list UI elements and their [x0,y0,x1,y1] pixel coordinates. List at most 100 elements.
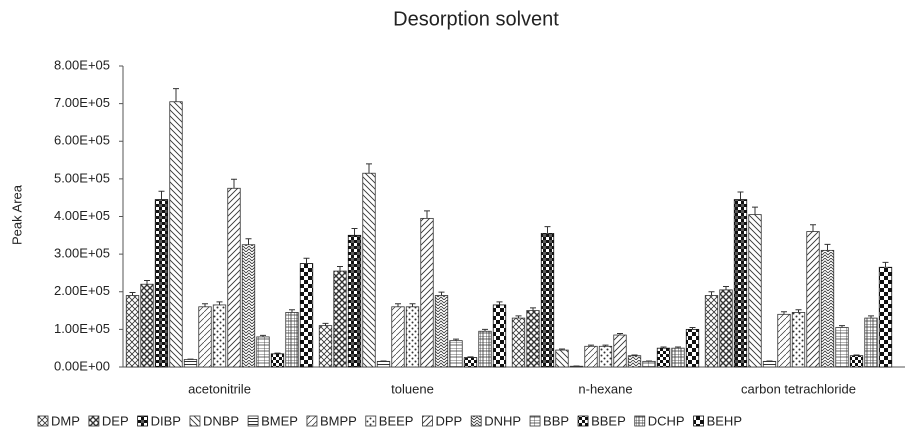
y-tick-label: 0.00E+00 [54,358,110,373]
legend-label: DIBP [151,413,181,428]
legend-label: BEHP [707,413,742,428]
legend-swatch [634,415,646,427]
bar [212,304,227,368]
y-tick-label: 8.00E+05 [54,57,110,72]
bar [347,234,362,368]
error-bar [366,163,372,174]
error-bar [839,325,845,328]
bar [540,233,555,368]
error-bar [723,285,729,290]
bar [198,306,212,368]
legend-swatch [693,415,704,427]
bar [333,270,347,368]
bar [733,199,748,368]
error-bar [173,88,179,102]
error-bar [617,333,623,336]
legend-label: BEEP [379,413,414,428]
y-tick-label: 5.00E+05 [54,170,110,185]
bar [613,334,627,368]
bar [791,312,806,368]
bar [241,244,256,368]
error-bar [158,190,165,200]
error-bar [544,226,551,234]
error-bar [559,348,565,351]
bar [405,306,420,368]
error-bar [322,322,329,326]
error-bar [231,178,237,189]
bar [584,345,598,368]
bar [526,310,540,368]
bar [285,312,299,368]
error-bar [631,354,638,356]
error-bar [882,261,889,268]
legend-label: DCHP [648,413,685,428]
error-bar [303,257,310,264]
bar [227,187,241,368]
bar [270,353,285,368]
error-bar [810,224,816,232]
error-bar [467,356,474,358]
bar [849,355,864,368]
bar [449,340,463,368]
legend-label: BBEP [591,413,626,428]
error-bar [395,303,401,307]
error-bar [453,338,459,341]
y-tick-label: 7.00E+05 [54,95,110,110]
y-tick-label: 4.00E+05 [54,208,110,223]
error-bar [752,206,758,215]
error-bar [737,191,744,200]
error-bar [289,309,295,313]
error-bar [675,346,681,349]
error-bar [351,228,358,236]
y-tick-label: 1.00E+05 [54,321,110,336]
x-tick-label: toluene [391,381,434,396]
error-bar [660,346,667,349]
error-bar [708,291,715,296]
error-bar [482,328,488,332]
error-bar [202,303,208,307]
bar [125,295,140,368]
bar [183,359,198,368]
error-bar [496,301,503,305]
y-axis-label: Peak Area [9,184,24,245]
bar [376,360,391,368]
error-bar [868,315,874,319]
x-tick-label: acetonitrile [188,381,251,396]
bar [704,295,719,368]
bar [511,317,526,368]
y-tick-label: 2.00E+05 [54,283,110,298]
legend-label: DNHP [484,413,521,428]
bar [835,327,849,368]
bar [391,306,405,368]
legend-label: DNBP [203,413,239,428]
bar [656,347,671,368]
legend-swatch [306,415,318,427]
bar [864,317,878,368]
bar [671,347,685,368]
error-bar [424,210,430,219]
bar [140,283,154,368]
bar [598,345,613,368]
legend-swatch [365,415,377,427]
error-bar [602,344,609,347]
bar [627,355,642,368]
bar [256,336,270,368]
bar [492,304,507,368]
bar [806,231,820,368]
bar [154,199,169,368]
legend-swatch [470,415,482,427]
legend-swatch [529,415,541,427]
bar [685,328,700,368]
bar [362,172,376,368]
error-bar [274,352,281,354]
x-tick-label: carbon tetrachloride [741,381,856,396]
bar [748,214,762,368]
error-bar [588,344,594,347]
error-bar [689,326,696,330]
legend-swatch [422,415,433,427]
legend-swatch [247,415,259,427]
bar [299,263,314,368]
error-bar [144,279,150,285]
bar [820,249,835,368]
legend-label: BBP [543,413,569,428]
